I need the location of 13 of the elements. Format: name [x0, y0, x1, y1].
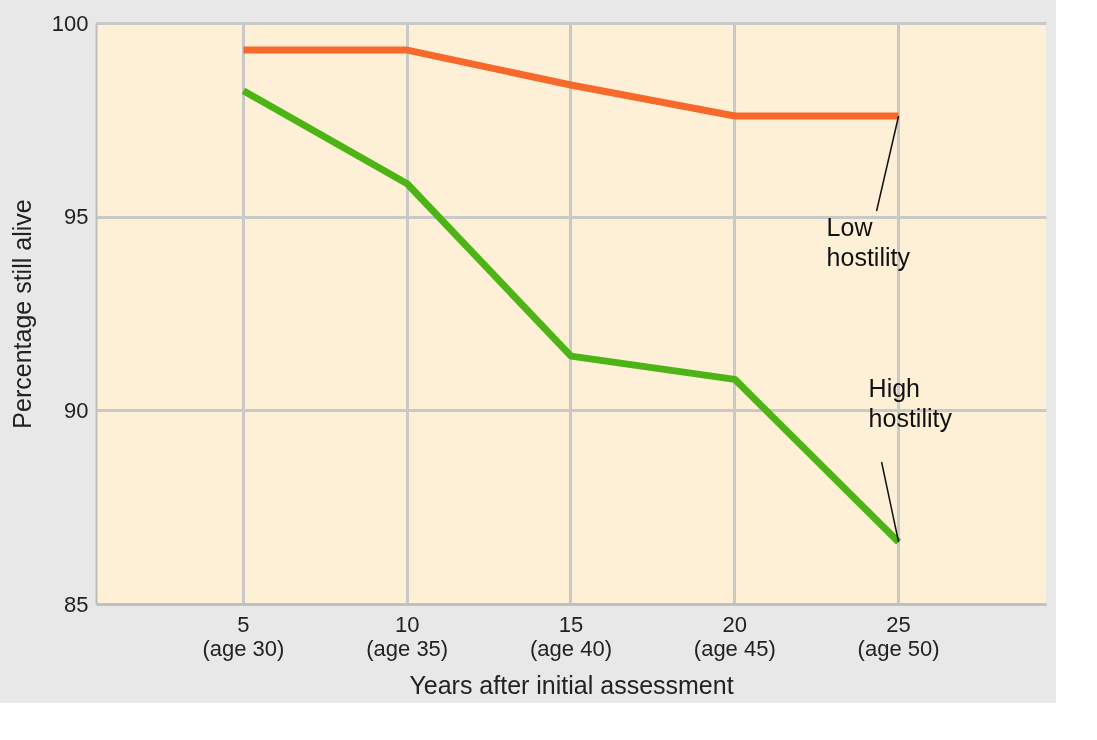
- text: Low hostility: [826, 212, 911, 271]
- y-tick-label: 90: [64, 397, 89, 423]
- x-tick-label: 20 (age 45): [693, 611, 776, 661]
- y-tick-label: 85: [64, 591, 89, 617]
- x-tick-label: 15 (age 40): [530, 611, 612, 661]
- text: High hostility: [868, 374, 953, 433]
- x-tick-label: 5 (age 30): [202, 611, 285, 661]
- x-axis-title: Years after initial assessment: [409, 670, 734, 699]
- y-tick-label: 95: [64, 204, 89, 230]
- y-axis-title: Percentage still alive: [7, 199, 36, 429]
- x-tick-label: 25 (age 50): [857, 611, 940, 661]
- y-tick-label: 100: [51, 10, 89, 36]
- x-tick-label: 10 (age 35): [366, 611, 449, 661]
